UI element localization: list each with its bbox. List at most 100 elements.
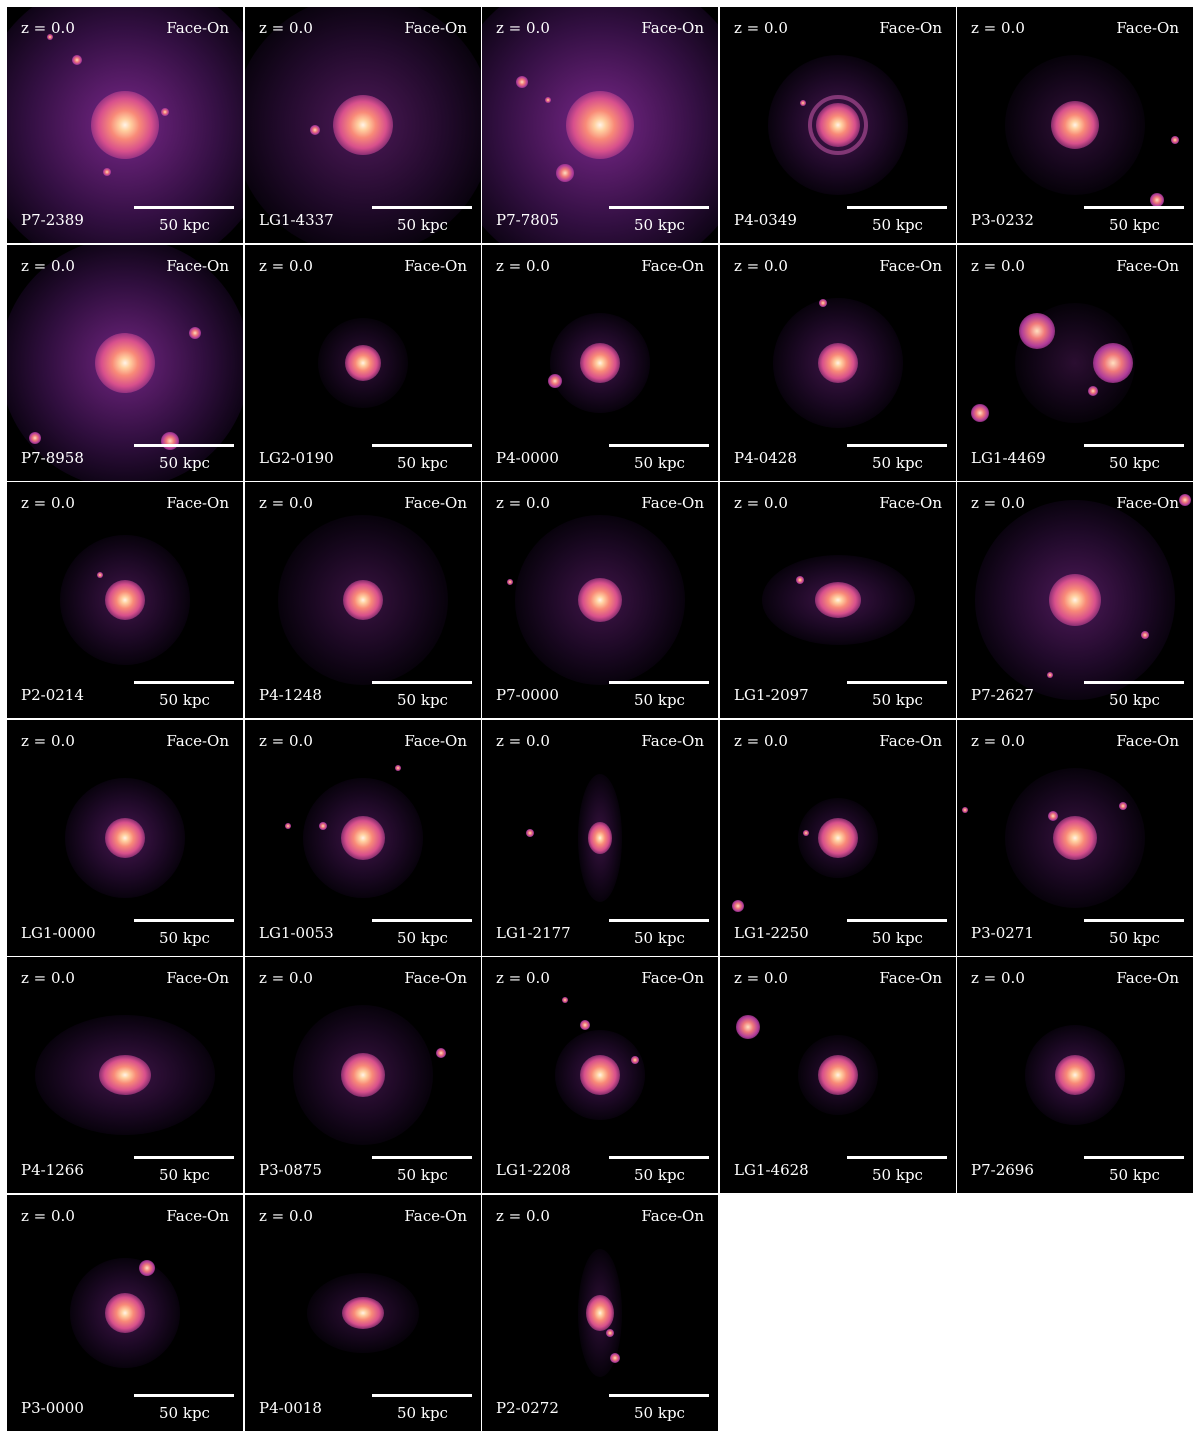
redshift-label: z = 0.0	[971, 19, 1025, 37]
scale-bar	[609, 1394, 709, 1397]
satellite-galaxy	[819, 299, 827, 307]
view-label: Face-On	[1116, 494, 1179, 512]
galaxy-id-label: P7-7805	[496, 211, 559, 229]
scale-bar-label: 50 kpc	[1109, 1166, 1160, 1184]
galaxy-core	[818, 343, 858, 383]
view-label: Face-On	[879, 19, 942, 37]
satellite-galaxy	[971, 404, 989, 422]
redshift-label: z = 0.0	[259, 257, 313, 275]
galaxy-id-label: P7-0000	[496, 686, 559, 704]
scale-bar	[847, 206, 947, 209]
satellite-galaxy	[606, 1329, 614, 1337]
satellite-galaxy	[1179, 494, 1191, 506]
scale-bar-label: 50 kpc	[634, 691, 685, 709]
galaxy-id-label: P7-2627	[971, 686, 1034, 704]
galaxy-id-label: LG1-4469	[971, 449, 1046, 467]
scale-bar	[134, 681, 234, 684]
redshift-label: z = 0.0	[971, 732, 1025, 750]
satellite-galaxy	[436, 1048, 446, 1058]
galaxy-panel: z = 0.0 Face-On P7-7805 50 kpc	[482, 7, 718, 243]
galaxy-id-label: P3-0271	[971, 924, 1034, 942]
satellite-galaxy	[732, 900, 744, 912]
galaxy-id-label: P3-0000	[21, 1399, 84, 1417]
redshift-label: z = 0.0	[496, 732, 550, 750]
galaxy-core	[566, 91, 634, 159]
scale-bar-label: 50 kpc	[397, 929, 448, 947]
scale-bar	[609, 919, 709, 922]
galaxy-core	[586, 1294, 614, 1332]
satellite-galaxy	[736, 1015, 760, 1039]
galaxy-core	[341, 816, 385, 860]
galaxy-id-label: LG1-2250	[734, 924, 809, 942]
galaxy-core	[1053, 816, 1097, 860]
view-label: Face-On	[879, 969, 942, 987]
galaxy-id-label: LG1-0053	[259, 924, 334, 942]
scale-bar	[609, 444, 709, 447]
scale-bar	[609, 1156, 709, 1159]
scale-bar	[609, 206, 709, 209]
scale-bar-label: 50 kpc	[634, 454, 685, 472]
view-label: Face-On	[1116, 19, 1179, 37]
scale-bar	[134, 444, 234, 447]
view-label: Face-On	[404, 19, 467, 37]
scale-bar-label: 50 kpc	[159, 454, 210, 472]
view-label: Face-On	[879, 494, 942, 512]
satellite-galaxy	[319, 822, 327, 830]
satellite-galaxy	[285, 823, 291, 829]
redshift-label: z = 0.0	[496, 969, 550, 987]
galaxy-id-label: P3-0232	[971, 211, 1034, 229]
redshift-label: z = 0.0	[259, 19, 313, 37]
view-label: Face-On	[404, 1207, 467, 1225]
galaxy-panel: z = 0.0 Face-On P4-0428 50 kpc	[720, 245, 956, 481]
galaxy-panel: z = 0.0 Face-On P3-0000 50 kpc	[7, 1195, 243, 1431]
galaxy-core	[814, 582, 862, 618]
view-label: Face-On	[404, 494, 467, 512]
galaxy-panel: z = 0.0 Face-On LG1-2208 50 kpc	[482, 957, 718, 1193]
galaxy-id-label: P7-8958	[21, 449, 84, 467]
scale-bar	[1084, 919, 1184, 922]
scale-bar-label: 50 kpc	[634, 216, 685, 234]
galaxy-panel: z = 0.0 Face-On P2-0272 50 kpc	[482, 1195, 718, 1431]
galaxy-core	[580, 1055, 620, 1095]
redshift-label: z = 0.0	[259, 494, 313, 512]
view-label: Face-On	[1116, 969, 1179, 987]
scale-bar-label: 50 kpc	[872, 454, 923, 472]
galaxy-panel: z = 0.0 Face-On LG1-2177 50 kpc	[482, 720, 718, 956]
view-label: Face-On	[166, 19, 229, 37]
view-label: Face-On	[166, 494, 229, 512]
scale-bar	[847, 1156, 947, 1159]
galaxy-panel: z = 0.0 Face-On P4-1266 50 kpc	[7, 957, 243, 1193]
scale-bar	[372, 1156, 472, 1159]
galaxy-id-label: LG1-2208	[496, 1161, 571, 1179]
galaxy-id-label: P4-1266	[21, 1161, 84, 1179]
scale-bar-label: 50 kpc	[634, 1404, 685, 1422]
scale-bar-label: 50 kpc	[1109, 454, 1160, 472]
view-label: Face-On	[641, 969, 704, 987]
satellite-galaxy	[310, 125, 320, 135]
satellite-galaxy	[580, 1020, 590, 1030]
galaxy-panel: z = 0.0 Face-On P4-1248 50 kpc	[245, 482, 481, 718]
view-label: Face-On	[641, 257, 704, 275]
scale-bar-label: 50 kpc	[159, 1404, 210, 1422]
satellite-galaxy	[562, 997, 568, 1003]
satellite-galaxy	[47, 34, 53, 40]
galaxy-id-label: LG1-0000	[21, 924, 96, 942]
galaxy-id-label: LG1-2177	[496, 924, 571, 942]
satellite-galaxy	[1171, 136, 1179, 144]
satellite-galaxy	[796, 576, 804, 584]
view-label: Face-On	[166, 969, 229, 987]
galaxy-core	[1055, 1055, 1095, 1095]
satellite-galaxy	[962, 807, 968, 813]
galaxy-panel: z = 0.0 Face-On LG1-2097 50 kpc	[720, 482, 956, 718]
scale-bar	[847, 681, 947, 684]
redshift-label: z = 0.0	[971, 969, 1025, 987]
galaxy-core	[99, 1055, 151, 1095]
galaxy-panel: z = 0.0 Face-On P4-0018 50 kpc	[245, 1195, 481, 1431]
redshift-label: z = 0.0	[971, 494, 1025, 512]
satellite-galaxy	[97, 572, 103, 578]
satellite-galaxy	[631, 1056, 639, 1064]
satellite-galaxy	[189, 327, 201, 339]
satellite-galaxy	[161, 432, 179, 450]
scale-bar-label: 50 kpc	[872, 1166, 923, 1184]
view-label: Face-On	[1116, 732, 1179, 750]
